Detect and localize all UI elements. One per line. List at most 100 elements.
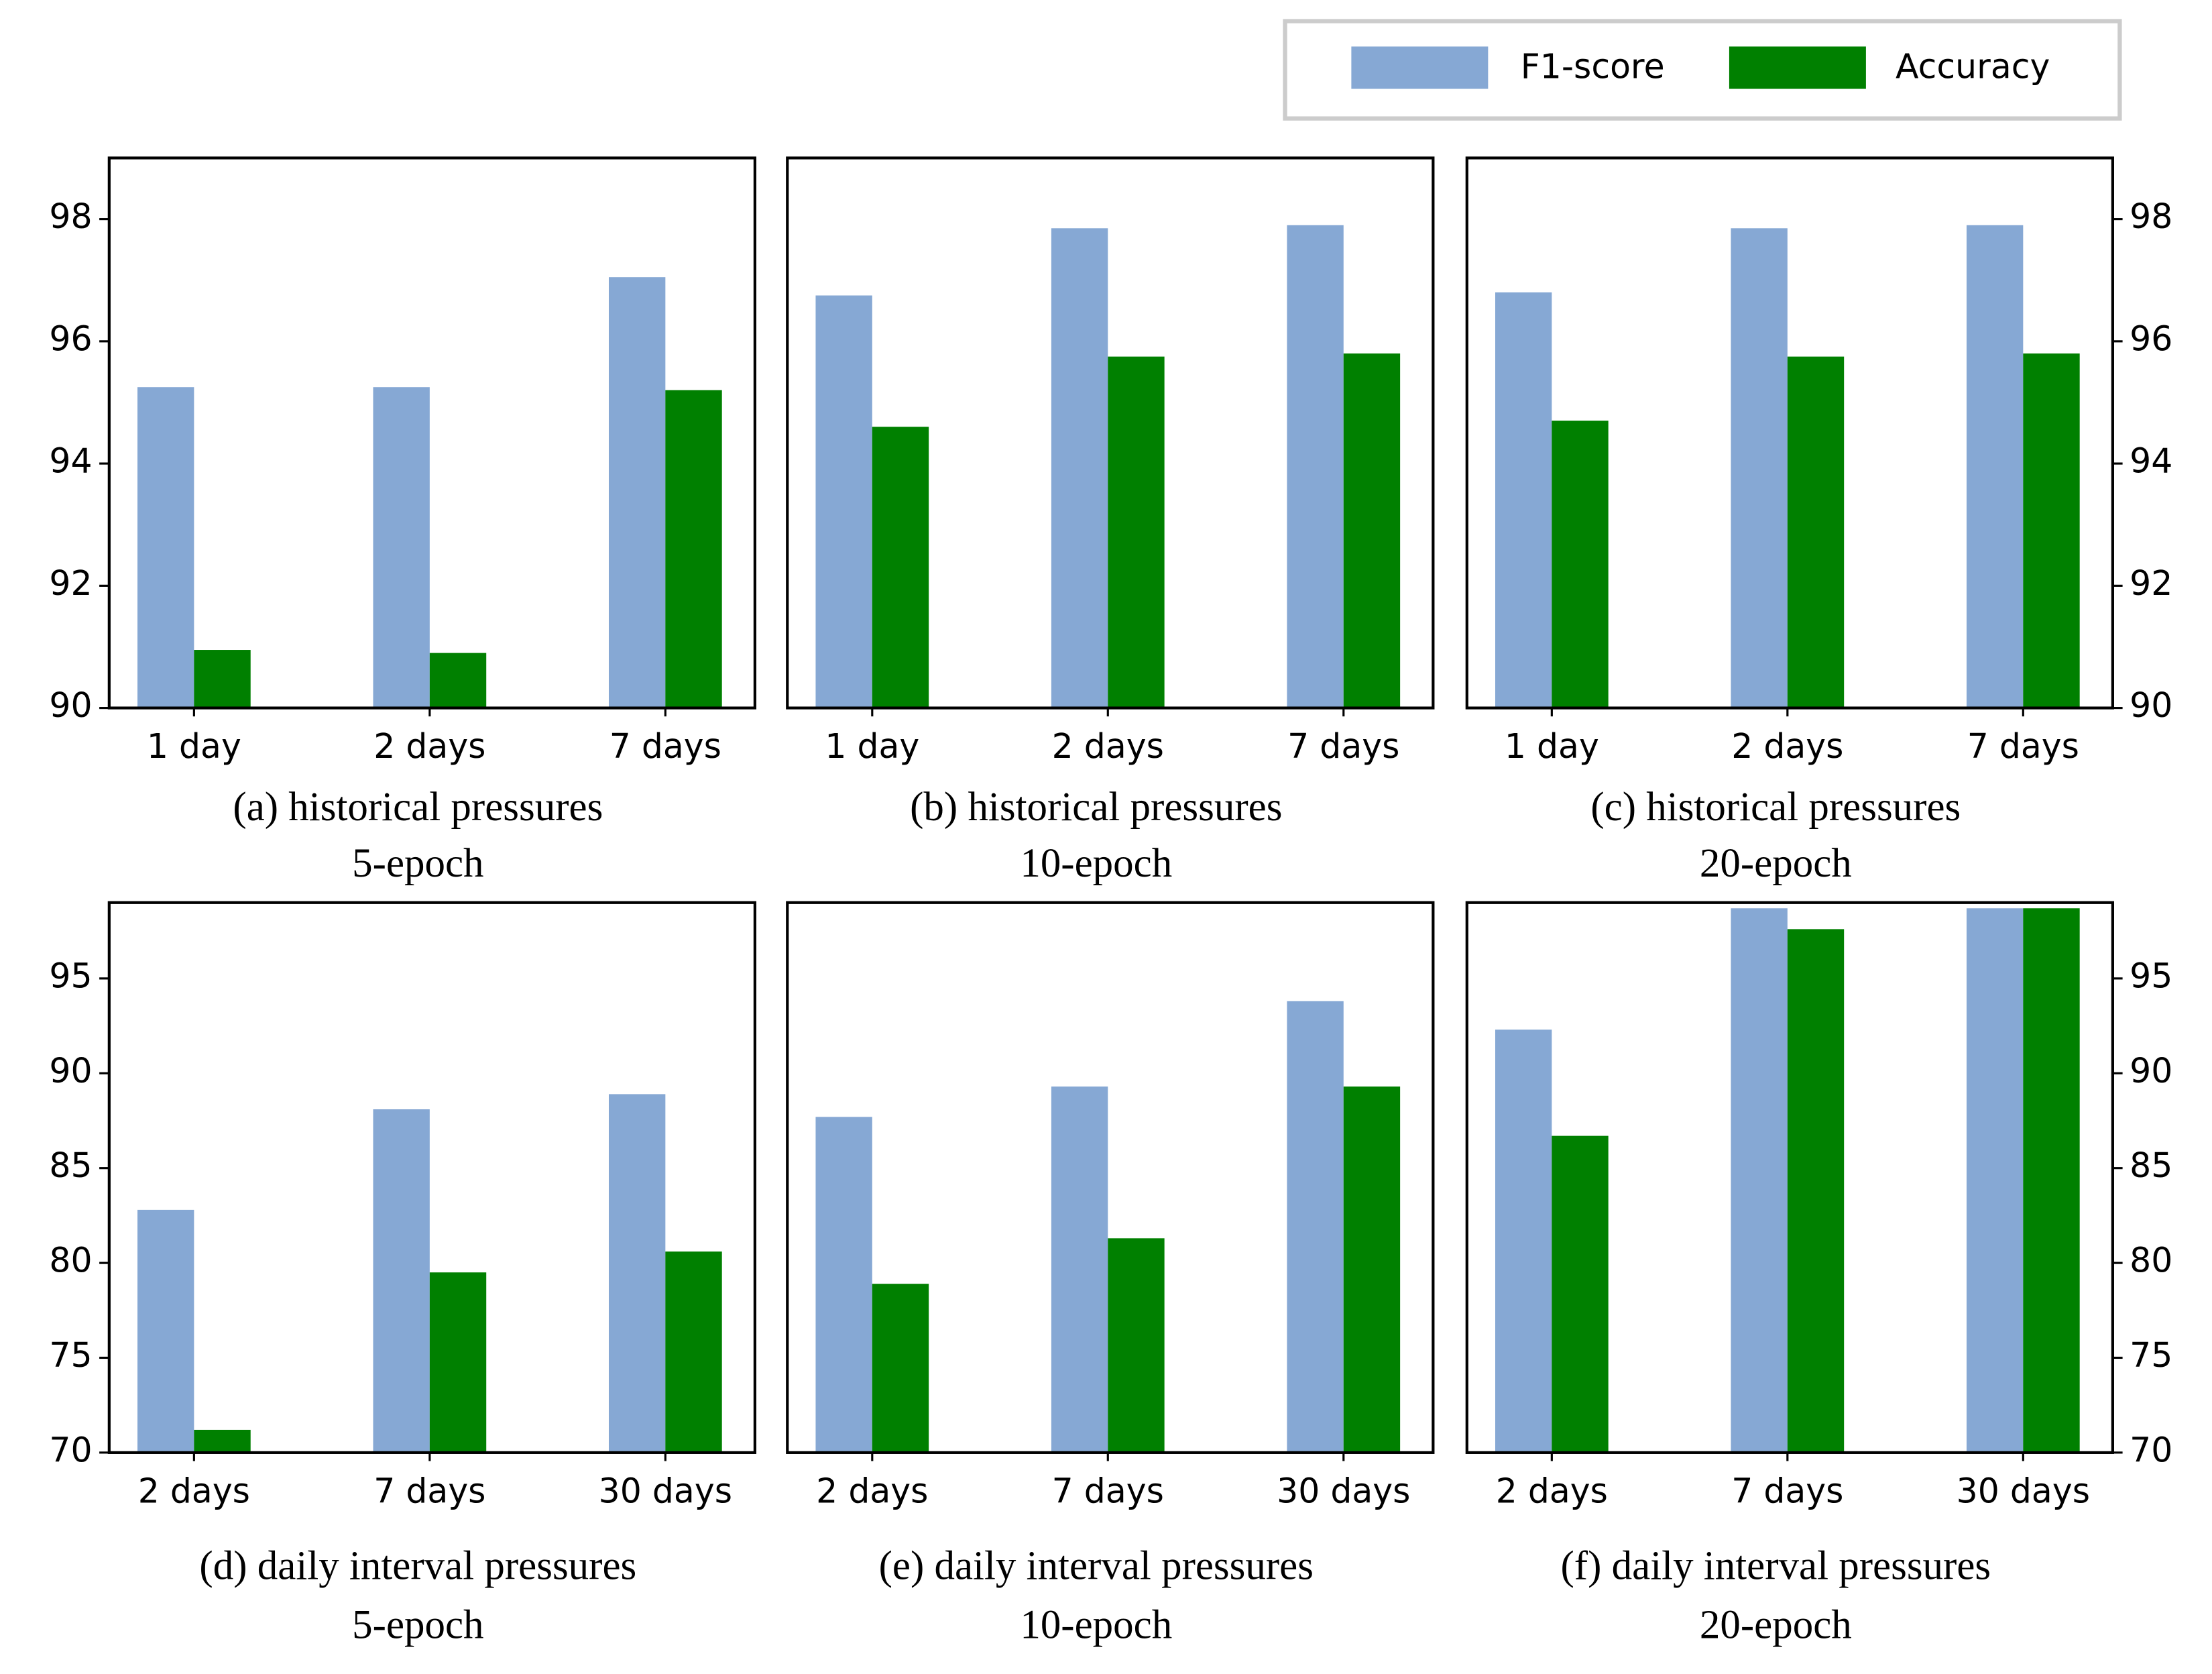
caption-title: (d) daily interval pressures bbox=[199, 1543, 636, 1588]
x-tick-label: 7 days bbox=[609, 726, 721, 766]
bar bbox=[1966, 908, 2024, 1453]
y-tick-label: 85 bbox=[49, 1146, 92, 1185]
caption-subtitle: 10-epoch bbox=[1020, 841, 1172, 886]
bar bbox=[665, 390, 722, 708]
bar bbox=[194, 1429, 251, 1453]
legend-label: Accuracy bbox=[1896, 47, 2050, 87]
caption-subtitle: 5-epoch bbox=[352, 1603, 483, 1648]
x-tick-label: 2 days bbox=[816, 1471, 928, 1510]
x-tick-label: 2 days bbox=[1496, 1471, 1608, 1510]
x-tick-label: 7 days bbox=[1052, 1471, 1164, 1510]
y-tick-label: 94 bbox=[49, 441, 92, 481]
plot-frame bbox=[786, 156, 1435, 710]
caption-title: (c) historical pressures bbox=[1590, 785, 1961, 830]
bar bbox=[429, 1272, 487, 1453]
bar bbox=[608, 277, 666, 708]
x-tick-label: 7 days bbox=[1287, 726, 1399, 766]
bar bbox=[373, 387, 430, 708]
y-tick-label: 70 bbox=[2130, 1430, 2172, 1469]
y-tick-label: 90 bbox=[49, 685, 92, 725]
legend-swatch bbox=[1351, 46, 1489, 89]
x-tick-label: 1 day bbox=[825, 726, 919, 766]
bar bbox=[1731, 228, 1788, 708]
bar bbox=[1552, 1135, 1609, 1453]
bar bbox=[608, 1094, 666, 1453]
bar bbox=[872, 427, 929, 708]
x-tick-label: 1 day bbox=[147, 726, 241, 766]
x-tick-label: 30 days bbox=[1277, 1471, 1410, 1510]
y-tick-label: 75 bbox=[2130, 1335, 2172, 1375]
bar bbox=[815, 1117, 872, 1453]
caption-title: (e) daily interval pressures bbox=[879, 1543, 1314, 1588]
y-tick-label: 95 bbox=[2130, 956, 2172, 995]
plot-frame bbox=[1465, 156, 2114, 710]
x-tick-label: 7 days bbox=[373, 1471, 485, 1510]
bar bbox=[1966, 225, 2024, 708]
bar bbox=[1108, 1238, 1165, 1453]
y-tick-label: 94 bbox=[2130, 441, 2172, 481]
y-tick-label: 98 bbox=[49, 197, 92, 236]
legend-swatch bbox=[1729, 46, 1866, 89]
bar bbox=[1287, 225, 1344, 708]
bar bbox=[1787, 929, 1845, 1453]
y-tick-label: 92 bbox=[49, 563, 92, 603]
bar bbox=[665, 1251, 722, 1453]
caption-subtitle: 5-epoch bbox=[352, 841, 483, 886]
legend-label: F1-score bbox=[1521, 47, 1665, 87]
x-tick-label: 2 days bbox=[373, 726, 485, 766]
y-tick-label: 75 bbox=[49, 1335, 92, 1375]
bar bbox=[815, 295, 872, 708]
caption-title: (a) historical pressures bbox=[233, 785, 603, 830]
y-tick-label: 96 bbox=[2130, 319, 2172, 358]
y-tick-label: 90 bbox=[2130, 1051, 2172, 1091]
bar bbox=[1495, 292, 1552, 708]
caption-subtitle: 20-epoch bbox=[1700, 841, 1852, 886]
bar bbox=[2023, 353, 2080, 708]
y-tick-label: 90 bbox=[49, 1051, 92, 1091]
bar bbox=[1787, 356, 1845, 708]
x-tick-label: 1 day bbox=[1505, 726, 1599, 766]
x-tick-label: 7 days bbox=[1967, 726, 2079, 766]
bar bbox=[1287, 1001, 1344, 1453]
bar bbox=[2023, 908, 2080, 1453]
bar bbox=[1343, 1086, 1401, 1453]
bar bbox=[373, 1109, 430, 1453]
plot-frame bbox=[107, 156, 757, 710]
x-tick-label: 2 days bbox=[138, 1471, 250, 1510]
y-tick-label: 95 bbox=[49, 956, 92, 995]
caption-title: (f) daily interval pressures bbox=[1561, 1543, 1991, 1588]
caption-title: (b) historical pressures bbox=[910, 785, 1282, 830]
caption-subtitle: 20-epoch bbox=[1700, 1603, 1852, 1648]
bar bbox=[1731, 908, 1788, 1453]
bar bbox=[137, 1209, 194, 1453]
y-tick-label: 90 bbox=[2130, 685, 2172, 725]
x-tick-label: 7 days bbox=[1731, 1471, 1843, 1510]
bar bbox=[1552, 421, 1609, 708]
bar bbox=[1495, 1029, 1552, 1453]
y-tick-label: 96 bbox=[49, 319, 92, 358]
x-tick-label: 2 days bbox=[1052, 726, 1164, 766]
bar bbox=[872, 1284, 929, 1453]
y-tick-label: 80 bbox=[2130, 1241, 2172, 1280]
bar bbox=[1108, 356, 1165, 708]
y-tick-label: 85 bbox=[2130, 1146, 2172, 1185]
plot-frame bbox=[786, 901, 1435, 1454]
plot-frame bbox=[1465, 901, 2114, 1454]
x-tick-label: 30 days bbox=[599, 1471, 732, 1510]
bar bbox=[194, 650, 251, 708]
bar bbox=[1343, 353, 1401, 708]
bar bbox=[1051, 228, 1108, 708]
x-tick-label: 30 days bbox=[1957, 1471, 2090, 1510]
x-tick-label: 2 days bbox=[1731, 726, 1843, 766]
caption-subtitle: 10-epoch bbox=[1020, 1603, 1172, 1648]
y-tick-label: 98 bbox=[2130, 197, 2172, 236]
plot-frame bbox=[107, 901, 757, 1454]
bar bbox=[137, 387, 194, 708]
y-tick-label: 70 bbox=[49, 1430, 92, 1469]
bar bbox=[429, 653, 487, 708]
y-tick-label: 92 bbox=[2130, 563, 2172, 603]
bar bbox=[1051, 1086, 1108, 1453]
y-tick-label: 80 bbox=[49, 1241, 92, 1280]
